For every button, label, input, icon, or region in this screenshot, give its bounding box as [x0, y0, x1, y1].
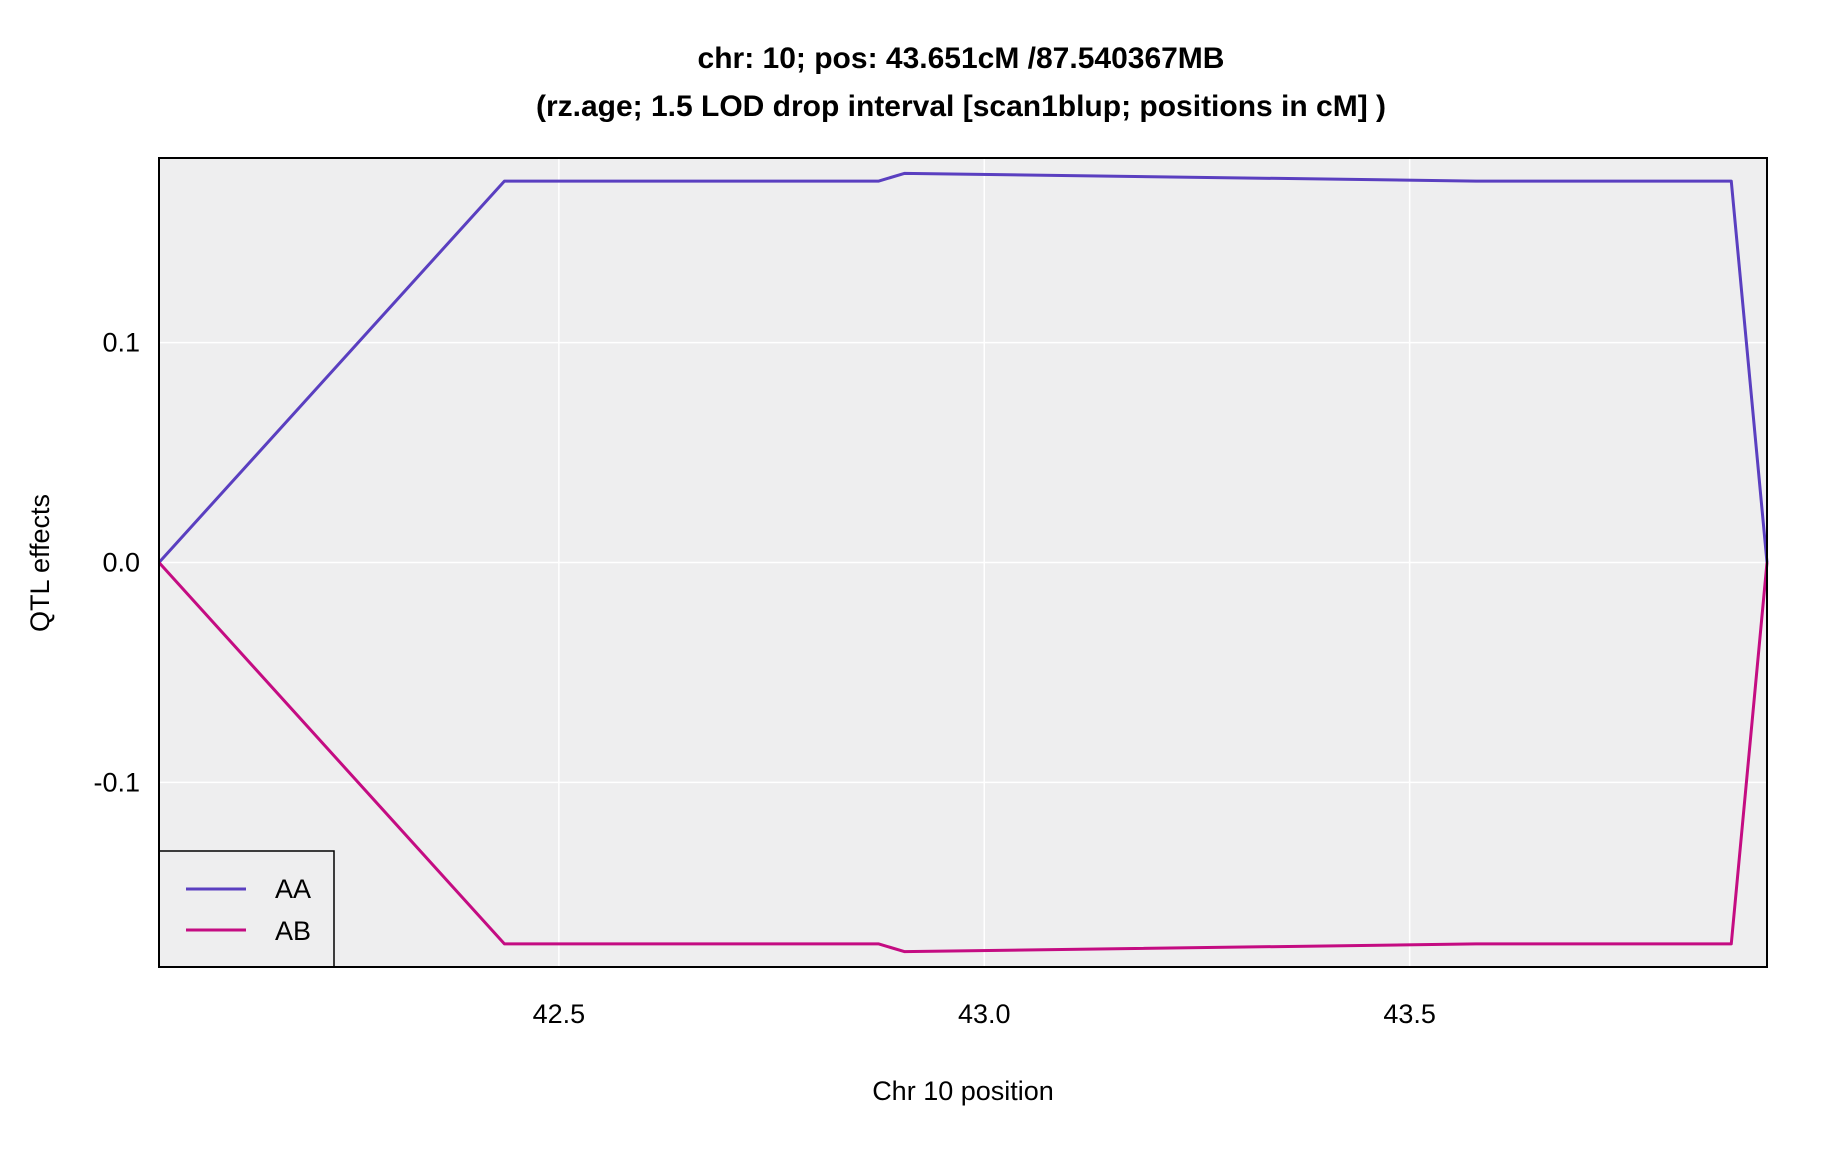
- legend-box: [158, 850, 335, 968]
- series-line-ab: [157, 561, 1769, 954]
- x-tick-label-0: 42.5: [533, 999, 586, 1029]
- y-tick-label-2: 0.1: [102, 328, 140, 358]
- x-axis-ticks: 42.5 43.0 43.5: [533, 999, 1436, 1029]
- y-axis-label: QTL effects: [25, 494, 55, 632]
- x-axis-label: Chr 10 position: [872, 1076, 1054, 1106]
- y-tick-label-1: 0.0: [102, 548, 140, 578]
- grid-lines: [159, 158, 1767, 967]
- legend-label-aa: AA: [275, 874, 311, 904]
- y-axis-ticks: -0.1 0.0 0.1: [93, 328, 140, 798]
- legend-label-ab: AB: [275, 916, 311, 946]
- y-tick-label-0: -0.1: [93, 767, 140, 797]
- x-tick-label-2: 43.5: [1383, 999, 1436, 1029]
- series-lines: [157, 171, 1769, 954]
- plot-frame: [158, 157, 1768, 968]
- series-line-aa: [157, 171, 1769, 564]
- legend: AA AB: [158, 850, 335, 968]
- x-tick-label-1: 43.0: [958, 999, 1011, 1029]
- chart-title: chr: 10; pos: 43.651cM /87.540367MB: [698, 42, 1225, 75]
- chart-subtitle: (rz.age; 1.5 LOD drop interval [scan1blu…: [536, 90, 1386, 123]
